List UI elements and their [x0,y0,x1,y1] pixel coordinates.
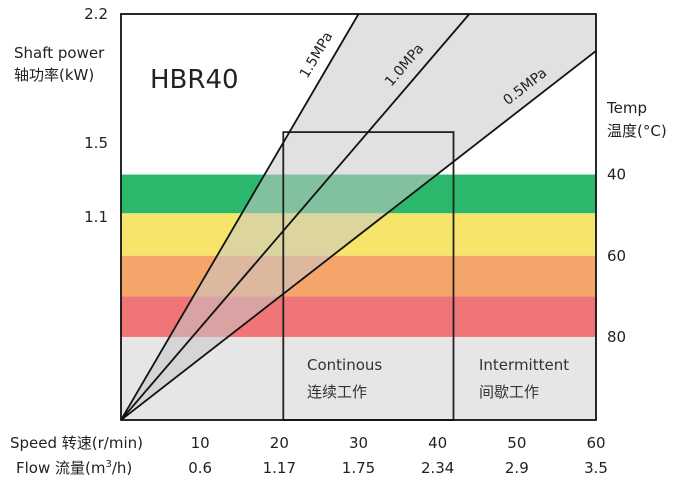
y-right-tick-label: 80 [607,328,626,346]
temperature-band-3 [121,256,596,297]
continuous-label-en: Continous [307,356,382,374]
x-flow-label-suffix: /h) [112,459,132,477]
x-speed-tick-label: 40 [428,434,447,452]
x-flow-tick-label: 2.34 [421,459,454,477]
y-right-tick-label: 40 [607,166,626,184]
y-left-tick-label: 2.2 [84,5,108,23]
continuous-label-zh: 连续工作 [307,383,367,401]
lower-region-shading [121,337,596,420]
y-left-tick-label: 1.5 [84,134,108,152]
x-flow-label-prefix: Flow 流量(m [16,459,105,477]
x-speed-tick-label: 10 [191,434,210,452]
intermittent-label-en: Intermittent [479,356,569,374]
y-right-label-en: Temp [606,99,647,117]
y-left-tick-label: 1.1 [84,208,108,226]
x-flow-tick-label: 1.75 [342,459,375,477]
y-left-label-zh: 轴功率(kW) [14,66,94,84]
chart-title: HBR40 [150,65,239,95]
x-speed-tick-label: 20 [270,434,289,452]
x-speed-tick-label: 50 [507,434,526,452]
y-right-tick-label: 60 [607,247,626,265]
x-speed-axis-label: Speed 转速(r/min) [10,434,143,452]
intermittent-label-zh: 间歇工作 [479,383,539,401]
x-flow-tick-label: 2.9 [505,459,529,477]
y-left-label-en: Shaft power [14,44,105,62]
x-speed-tick-label: 30 [349,434,368,452]
x-flow-axis-label: Flow 流量(m3/h) [16,459,132,477]
x-speed-tick-label: 60 [586,434,605,452]
x-flow-tick-label: 0.6 [188,459,212,477]
x-flow-tick-label: 1.17 [263,459,296,477]
y-right-label-zh: 温度(°C) [607,122,667,140]
x-flow-tick-label: 3.5 [584,459,608,477]
